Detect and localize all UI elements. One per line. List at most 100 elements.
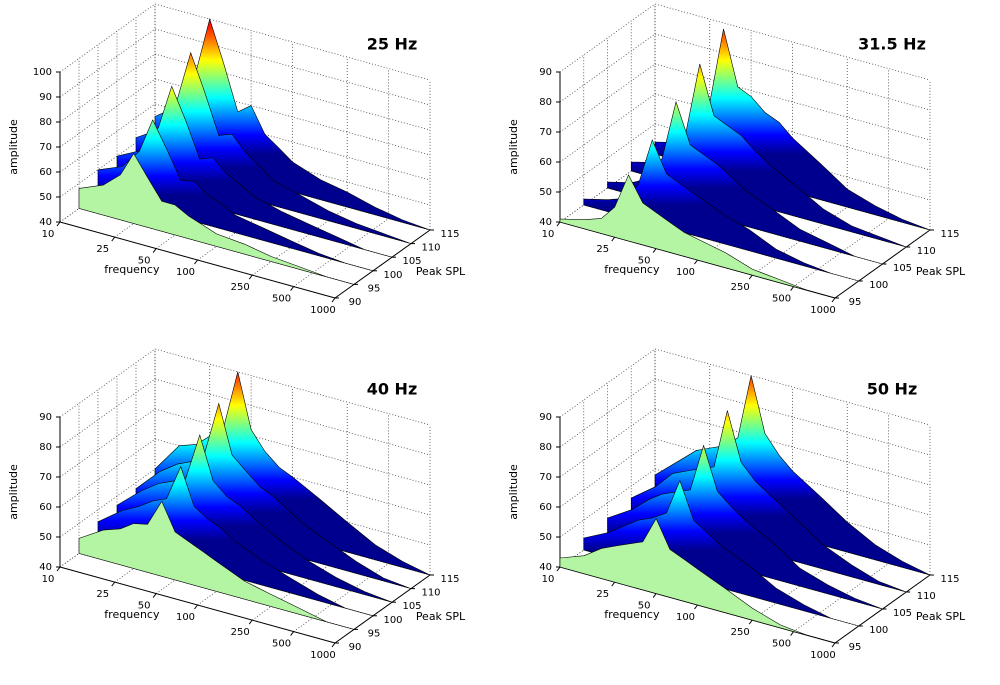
x-tick xyxy=(652,593,657,598)
y-axis xyxy=(334,574,431,644)
chart-title: 25 Hz xyxy=(367,35,418,54)
grid-line xyxy=(334,425,431,644)
z-tick-label: 70 xyxy=(539,127,552,138)
x-tick-label: 50 xyxy=(638,601,651,612)
x-tick-label: 25 xyxy=(596,589,609,600)
x-tick xyxy=(556,221,561,227)
grid-line xyxy=(793,68,890,287)
x-tick xyxy=(748,274,753,280)
slice xyxy=(97,119,374,272)
y-tick-label: 110 xyxy=(917,591,936,602)
x-tick-label: 250 xyxy=(731,627,750,638)
grid-line xyxy=(559,4,656,223)
slice xyxy=(97,465,374,617)
z-tick-label: 80 xyxy=(539,442,552,453)
grid-line xyxy=(697,42,793,261)
z-tick-label: 60 xyxy=(539,502,552,513)
z-tick-label: 80 xyxy=(39,117,52,128)
slice xyxy=(630,410,907,593)
x-tick-label: 10 xyxy=(42,574,55,585)
y-tick-label: 90 xyxy=(349,642,362,653)
y-tick-label: 110 xyxy=(421,243,440,254)
grid-line xyxy=(251,57,348,276)
grid-line xyxy=(293,413,390,632)
z-tick-label: 80 xyxy=(539,97,552,108)
x-tick xyxy=(611,236,616,242)
x-tick-label: 500 xyxy=(272,639,291,650)
grid-line xyxy=(59,4,156,223)
z-tick-label: 40 xyxy=(39,562,52,573)
grid-line xyxy=(559,349,656,568)
grid-line xyxy=(614,364,711,583)
panel: 10 25 50 100 250 500 1000 95 100 105 110 115 40 50 60 7… xyxy=(507,3,966,316)
grid-line xyxy=(155,375,252,594)
x-tick xyxy=(652,248,657,253)
x-tick xyxy=(248,619,253,625)
y-tick-label: 95 xyxy=(368,283,381,294)
z-tick-label: 70 xyxy=(39,472,52,483)
z-tick-label: 50 xyxy=(539,187,552,198)
x-axis-label: frequency xyxy=(604,263,660,276)
slice xyxy=(559,174,836,299)
y-tick-label: 100 xyxy=(869,625,888,636)
z-tick-label: 40 xyxy=(539,562,552,573)
z-tick-label: 90 xyxy=(539,67,552,78)
grid-line xyxy=(751,402,848,621)
x-tick-label: 500 xyxy=(272,294,291,305)
z-tick-label: 100 xyxy=(33,67,52,78)
x-tick-label: 50 xyxy=(138,601,151,612)
x-axis-label: frequency xyxy=(604,608,660,621)
z-axis-label: amplitude xyxy=(507,119,520,175)
z-tick-label: 40 xyxy=(539,217,552,228)
y-tick-label: 115 xyxy=(440,229,459,240)
x-tick-label: 100 xyxy=(176,612,195,623)
z-tick-label: 50 xyxy=(39,532,52,543)
x-tick xyxy=(790,286,795,291)
slice xyxy=(154,18,431,231)
x-tick-label: 100 xyxy=(676,267,695,278)
slice xyxy=(607,444,883,610)
z-tick-label: 90 xyxy=(39,412,52,423)
grid-line xyxy=(293,68,390,287)
grid-line xyxy=(197,387,293,606)
y-tick-label: 95 xyxy=(849,297,862,308)
panel: 10 25 50 100 250 500 1000 95 100 105 110 115 40 50 60 7… xyxy=(507,348,966,661)
z-tick-label: 60 xyxy=(39,502,52,513)
y-tick-label: 115 xyxy=(440,574,459,585)
x-tick xyxy=(290,286,295,291)
chart-title: 40 Hz xyxy=(367,380,418,399)
x-tick xyxy=(331,297,336,303)
z-axis-label: amplitude xyxy=(7,119,20,175)
x-axis-label: frequency xyxy=(104,263,160,276)
x-tick-label: 1000 xyxy=(810,650,835,661)
x-tick xyxy=(694,604,698,610)
grid-line xyxy=(251,402,348,621)
y-axis xyxy=(334,229,431,299)
x-tick-label: 250 xyxy=(731,282,750,293)
grid-line xyxy=(697,387,793,606)
y-tick-label: 105 xyxy=(893,263,912,274)
y-axis-label: Peak SPL xyxy=(916,610,966,623)
z-tick-label: 90 xyxy=(539,412,552,423)
x-tick xyxy=(194,604,198,610)
slice xyxy=(78,152,355,285)
x-tick-label: 50 xyxy=(638,256,651,267)
slice xyxy=(559,517,836,644)
x-tick xyxy=(152,593,157,598)
z-tick-label: 80 xyxy=(39,442,52,453)
x-tick xyxy=(556,566,561,572)
slice xyxy=(116,85,393,258)
x-tick-label: 25 xyxy=(596,244,609,255)
x-tick xyxy=(831,642,836,648)
x-tick-label: 250 xyxy=(231,282,250,293)
x-tick xyxy=(111,581,116,587)
x-tick xyxy=(194,259,198,265)
x-tick-label: 25 xyxy=(96,589,109,600)
x-tick-label: 100 xyxy=(676,612,695,623)
x-tick xyxy=(152,248,157,253)
y-tick-label: 110 xyxy=(421,588,440,599)
panel: 1025501002505001000909510010511011540506… xyxy=(7,348,466,661)
y-tick-label: 95 xyxy=(849,642,862,653)
x-tick xyxy=(56,221,61,227)
grid-line xyxy=(834,425,931,644)
